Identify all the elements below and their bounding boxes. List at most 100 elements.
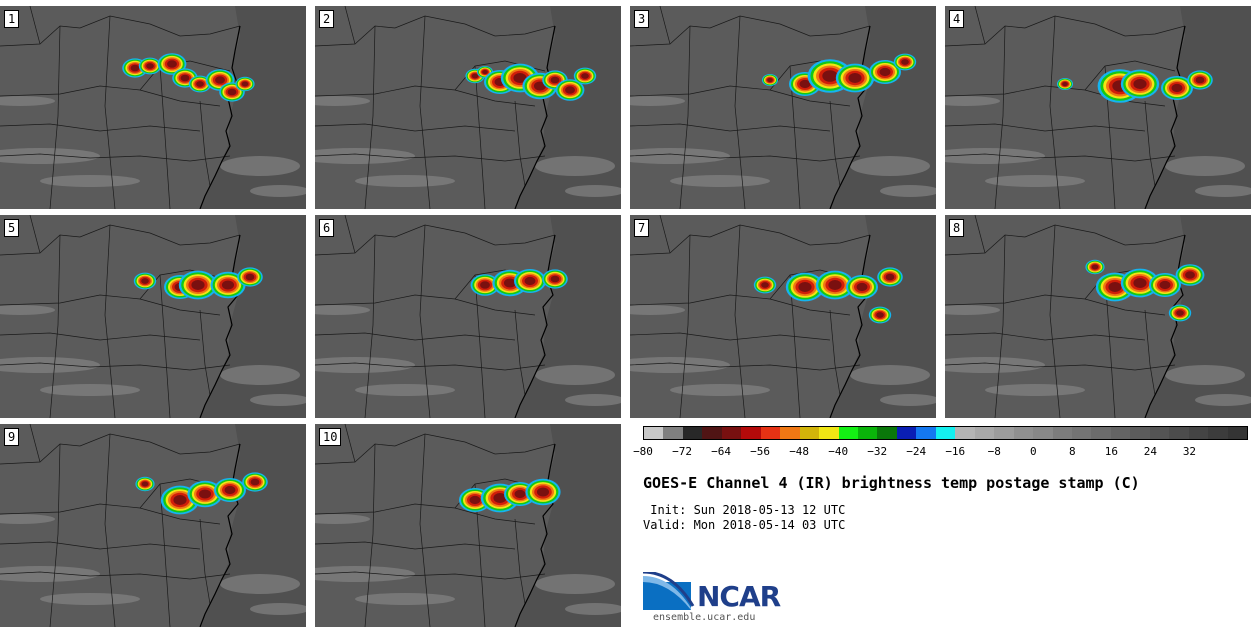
cloud-wisp (1165, 365, 1245, 385)
cloud-wisp (315, 96, 370, 106)
coastline (1144, 25, 1186, 209)
cloud-wisp (1195, 394, 1251, 406)
state-border (1049, 224, 1061, 418)
storm-cell (856, 282, 868, 292)
storm-cell (1185, 271, 1195, 279)
state-border (945, 123, 1146, 132)
valid-time: Valid: Mon 2018-05-14 03 UTC (643, 518, 846, 532)
state-border (315, 153, 546, 162)
colorbar-cell (1033, 427, 1053, 439)
state-border (344, 215, 356, 254)
colorbar-cell (955, 427, 975, 439)
state-border (0, 433, 241, 465)
panel-number: 7 (634, 219, 650, 237)
colorbar-tick-label: −16 (945, 445, 966, 458)
ocean-area (830, 6, 936, 209)
state-border (514, 518, 526, 605)
ir-satellite-map (630, 215, 936, 418)
state-border (1084, 60, 1176, 91)
state-border (315, 224, 556, 256)
state-border (49, 25, 61, 209)
cloud-wisp (985, 384, 1085, 396)
cloud-wisp (355, 175, 455, 187)
cloud-wisp (945, 96, 1000, 106)
cloud-wisp (1165, 156, 1245, 176)
cloud-wisp (0, 96, 55, 106)
panel-number: 3 (634, 10, 650, 28)
storm-cell (245, 273, 255, 281)
state-border (29, 215, 41, 254)
ncar-wordmark: NCAR (697, 580, 781, 613)
cloud-wisp (40, 175, 140, 187)
storm-cell (822, 70, 838, 82)
storm-cell (250, 478, 260, 486)
cloud-wisp (250, 603, 306, 615)
state-border (315, 294, 536, 316)
state-border (1144, 100, 1156, 187)
figure-title: GOES-E Channel 4 (IR) brightness temp po… (643, 474, 1140, 492)
state-border (0, 85, 221, 107)
storm-cell (146, 63, 154, 69)
cloud-wisp (630, 96, 685, 106)
cloud-wisp (945, 148, 1045, 164)
storm-cell (876, 312, 884, 318)
ocean-area (515, 215, 621, 418)
postage-stamp-panel-3: 3 (630, 6, 936, 209)
cloud-wisp (535, 365, 615, 385)
state-border (344, 6, 356, 45)
storm-cell (1062, 81, 1068, 87)
colorbar-tick-label: −80 (633, 445, 653, 458)
state-border (679, 25, 691, 209)
storm-cell (196, 81, 204, 87)
storm-cell (1171, 83, 1183, 93)
storm-cell (1091, 264, 1099, 270)
cloud-wisp (1195, 185, 1251, 197)
storm-cell (1159, 280, 1171, 290)
cloud-wisp (0, 566, 100, 582)
state-border (0, 123, 201, 132)
cloud-wisp (315, 357, 415, 373)
state-border (1144, 309, 1156, 396)
colorbar-cell (857, 427, 878, 439)
storm-cell (513, 73, 527, 83)
state-border (0, 503, 221, 525)
colorbar-cell (1188, 427, 1209, 439)
state-border (0, 332, 201, 341)
state-border (630, 15, 871, 47)
state-border (104, 224, 116, 418)
state-border (49, 234, 61, 418)
colorbar-cell (721, 427, 742, 439)
state-border (199, 309, 211, 396)
cloud-wisp (985, 175, 1085, 187)
panel-number: 8 (949, 219, 965, 237)
state-border (315, 541, 516, 550)
state-border (474, 65, 486, 209)
colorbar-tick-label: 8 (1069, 445, 1076, 458)
cloud-wisp (565, 394, 621, 406)
colorbar-cell (1169, 427, 1189, 439)
state-border (630, 153, 861, 162)
state-border (630, 123, 831, 132)
cloud-wisp (250, 185, 306, 197)
state-border (1049, 15, 1061, 209)
state-border (315, 571, 546, 580)
colorbar-cell (1130, 427, 1150, 439)
storm-cell (798, 282, 812, 292)
colorbar-cell (994, 427, 1014, 439)
state-border (789, 274, 801, 418)
ocean-area (1145, 6, 1251, 209)
panel-number: 5 (4, 219, 20, 237)
cloud-wisp (630, 305, 685, 315)
colorbar-cell (896, 427, 917, 439)
colorbar-cell (819, 427, 839, 439)
state-border (315, 123, 516, 132)
panel-number: 6 (319, 219, 335, 237)
state-border (679, 234, 691, 418)
cloud-wisp (0, 357, 100, 373)
state-border (945, 153, 1176, 162)
storm-cell (173, 495, 187, 505)
ocean-area (200, 6, 306, 209)
storm-cell (799, 79, 811, 89)
state-border (994, 25, 1006, 209)
ncar-swoosh-icon (643, 572, 695, 610)
